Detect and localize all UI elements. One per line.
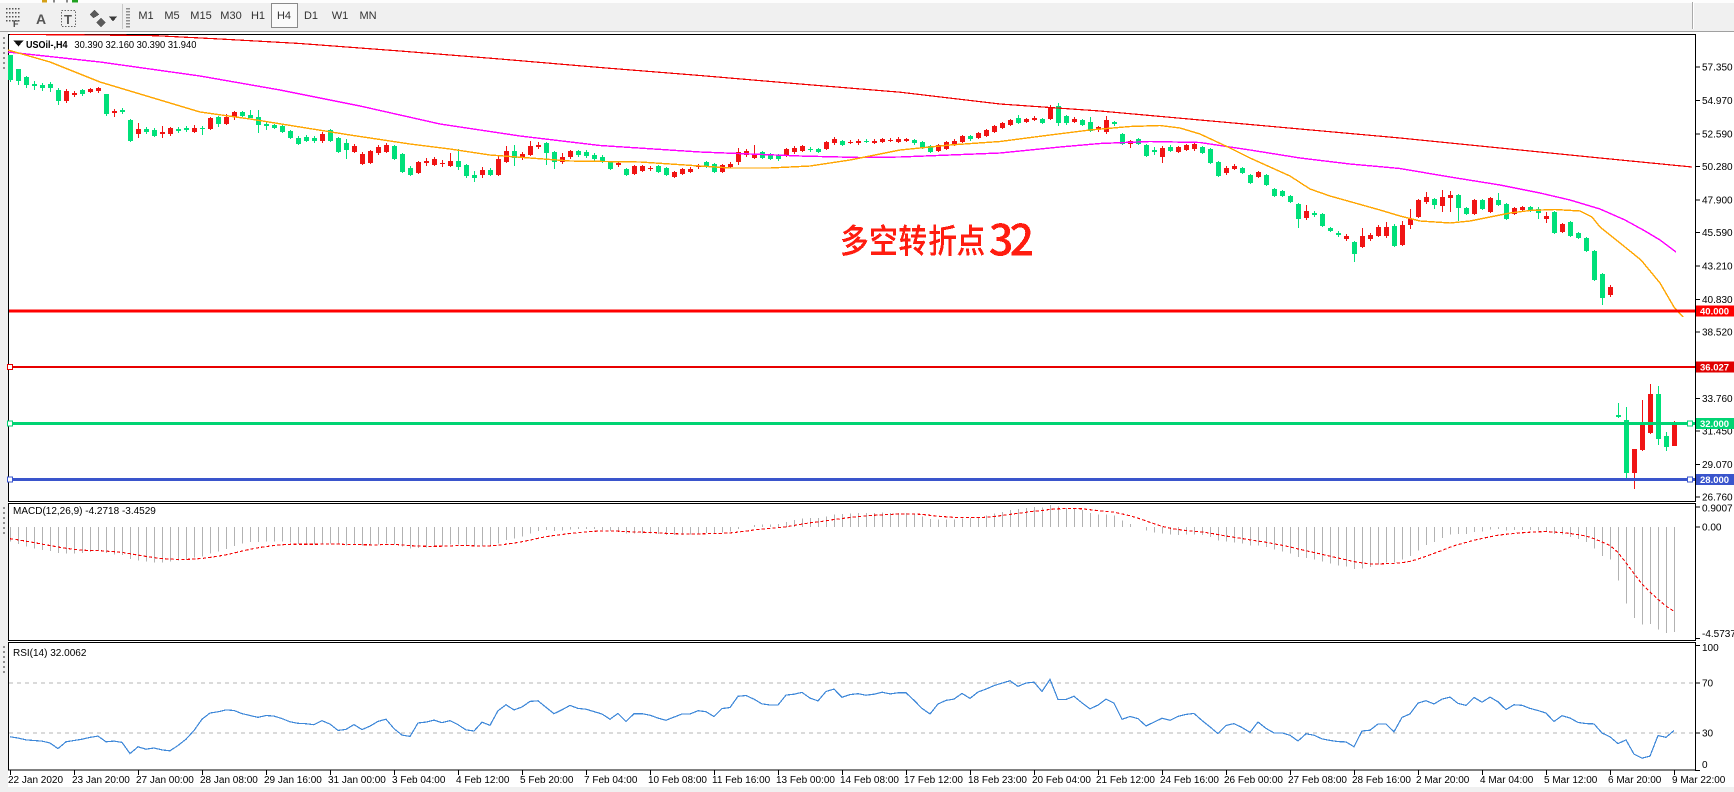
- svg-text:33.760: 33.760: [1702, 394, 1733, 405]
- svg-text:4 Mar 04:00: 4 Mar 04:00: [1480, 775, 1534, 786]
- svg-text:31 Jan 00:00: 31 Jan 00:00: [328, 775, 386, 786]
- svg-text:32.000: 32.000: [1700, 419, 1729, 430]
- svg-text:5 Feb 20:00: 5 Feb 20:00: [520, 775, 574, 786]
- svg-text:100: 100: [1702, 643, 1719, 654]
- svg-text:28 Jan 08:00: 28 Jan 08:00: [200, 775, 258, 786]
- svg-text:F: F: [13, 19, 19, 29]
- svg-text:USOil-,H4: USOil-,H4: [26, 40, 68, 51]
- svg-text:21 Feb 12:00: 21 Feb 12:00: [1096, 775, 1155, 786]
- svg-text:H1: H1: [251, 10, 265, 22]
- svg-text:45.590: 45.590: [1702, 228, 1733, 239]
- svg-text:28.000: 28.000: [1700, 475, 1729, 486]
- svg-text:29 Jan 16:00: 29 Jan 16:00: [264, 775, 322, 786]
- svg-text:27 Feb 08:00: 27 Feb 08:00: [1288, 775, 1347, 786]
- svg-text:M15: M15: [190, 10, 211, 22]
- svg-text:26.760: 26.760: [1702, 493, 1733, 504]
- svg-text:14 Feb 08:00: 14 Feb 08:00: [840, 775, 899, 786]
- svg-text:10 Feb 08:00: 10 Feb 08:00: [648, 775, 707, 786]
- svg-text:H4: H4: [277, 10, 291, 22]
- svg-text:RSI(14) 32.0062: RSI(14) 32.0062: [13, 648, 87, 659]
- svg-text:54.970: 54.970: [1702, 96, 1733, 107]
- svg-text:4 Feb 12:00: 4 Feb 12:00: [456, 775, 510, 786]
- svg-text:-4.5737: -4.5737: [1702, 629, 1734, 640]
- svg-text:18 Feb 23:00: 18 Feb 23:00: [968, 775, 1027, 786]
- svg-text:43.210: 43.210: [1702, 261, 1733, 272]
- svg-text:MN: MN: [359, 10, 376, 22]
- svg-text:0: 0: [1702, 760, 1708, 771]
- svg-text:31.450: 31.450: [1702, 427, 1733, 438]
- svg-text:13 Feb 00:00: 13 Feb 00:00: [776, 775, 835, 786]
- svg-text:40.000: 40.000: [1700, 307, 1729, 318]
- svg-text:27 Jan 00:00: 27 Jan 00:00: [136, 775, 194, 786]
- svg-text:24 Feb 16:00: 24 Feb 16:00: [1160, 775, 1219, 786]
- svg-text:52.590: 52.590: [1702, 130, 1733, 141]
- svg-text:7 Feb 04:00: 7 Feb 04:00: [584, 775, 638, 786]
- svg-text:3 Feb 04:00: 3 Feb 04:00: [392, 775, 446, 786]
- svg-text:5 Mar 12:00: 5 Mar 12:00: [1544, 775, 1598, 786]
- svg-text:M30: M30: [220, 10, 241, 22]
- svg-text:0.00: 0.00: [1702, 523, 1722, 534]
- svg-text:2 Mar 20:00: 2 Mar 20:00: [1416, 775, 1470, 786]
- svg-text:70: 70: [1702, 679, 1714, 690]
- svg-text:M1: M1: [138, 10, 153, 22]
- svg-text:11 Feb 16:00: 11 Feb 16:00: [712, 775, 771, 786]
- svg-text:6 Mar 20:00: 6 Mar 20:00: [1608, 775, 1662, 786]
- svg-text:MACD(12,26,9) -4.2718 -3.4529: MACD(12,26,9) -4.2718 -3.4529: [13, 506, 156, 517]
- svg-text:47.900: 47.900: [1702, 196, 1733, 207]
- svg-text:T: T: [64, 12, 72, 27]
- svg-text:57.350: 57.350: [1702, 63, 1733, 74]
- svg-text:36.027: 36.027: [1700, 363, 1729, 374]
- svg-text:26 Feb 00:00: 26 Feb 00:00: [1224, 775, 1283, 786]
- svg-text:20 Feb 04:00: 20 Feb 04:00: [1032, 775, 1091, 786]
- svg-text:30.390 32.160 30.390 31.940: 30.390 32.160 30.390 31.940: [74, 40, 196, 51]
- svg-text:17 Feb 12:00: 17 Feb 12:00: [904, 775, 963, 786]
- svg-text:0.9007: 0.9007: [1702, 504, 1733, 515]
- svg-text:W1: W1: [332, 10, 349, 22]
- svg-text:A: A: [36, 11, 46, 27]
- svg-text:D1: D1: [304, 10, 318, 22]
- svg-text:22 Jan 2020: 22 Jan 2020: [8, 775, 63, 786]
- svg-text:30: 30: [1702, 729, 1714, 740]
- svg-text:28 Feb 16:00: 28 Feb 16:00: [1352, 775, 1411, 786]
- svg-text:23 Jan 20:00: 23 Jan 20:00: [72, 775, 130, 786]
- svg-text:38.520: 38.520: [1702, 327, 1733, 338]
- svg-text:9 Mar 22:00: 9 Mar 22:00: [1672, 775, 1726, 786]
- svg-text:29.070: 29.070: [1702, 460, 1733, 471]
- svg-text:40.830: 40.830: [1702, 295, 1733, 306]
- svg-text:M5: M5: [164, 10, 179, 22]
- svg-text:50.280: 50.280: [1702, 162, 1733, 173]
